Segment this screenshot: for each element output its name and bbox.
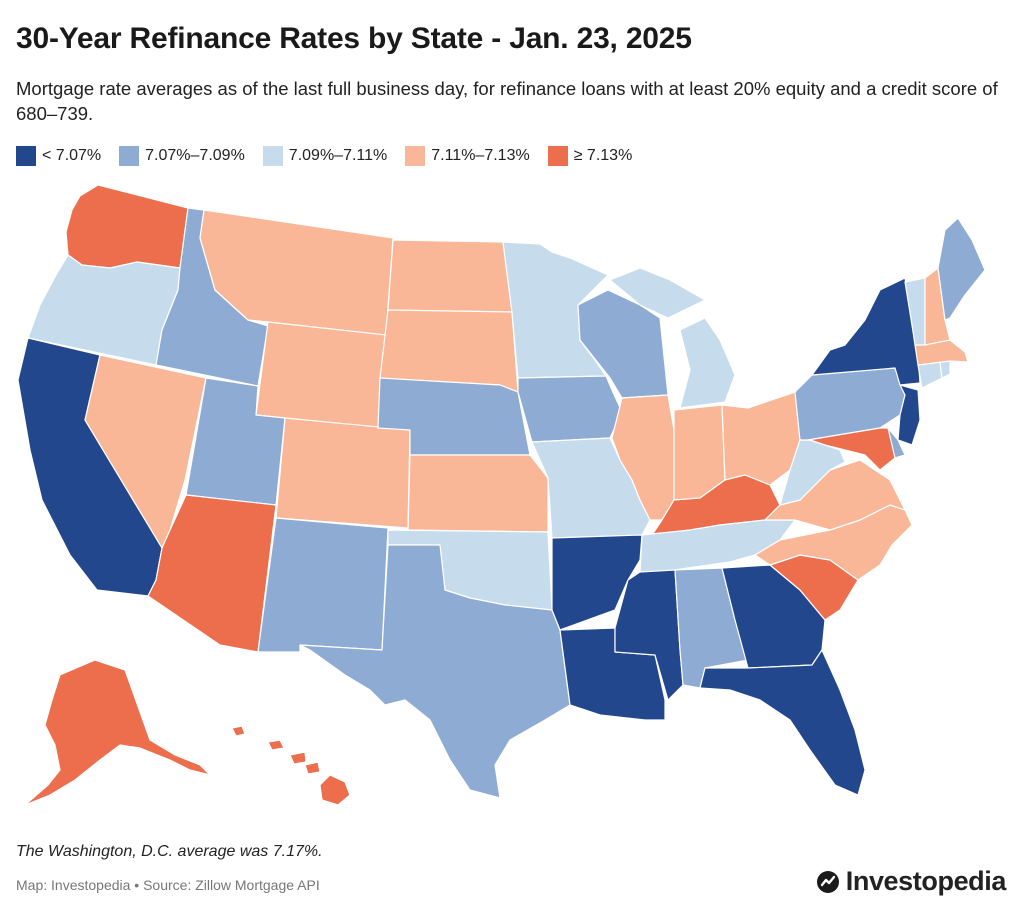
state-kansas[interactable]: Kansas xyxy=(407,454,549,533)
legend-swatch-2 xyxy=(119,146,140,166)
state-maryland[interactable]: Maryland xyxy=(807,427,896,471)
state-iowa[interactable]: Iowa xyxy=(517,375,623,443)
legend-label-4: 7.11%–7.13% xyxy=(431,147,530,164)
state-hawaii[interactable]: Hawaii xyxy=(231,725,351,806)
state-new-york[interactable]: New York xyxy=(811,277,921,386)
state-wyoming[interactable]: Wyoming xyxy=(255,321,387,429)
state-new-hampshire[interactable]: New Hampshire xyxy=(924,267,951,346)
state-mississippi[interactable]: Mississippi xyxy=(614,569,684,701)
state-maine[interactable]: Maine xyxy=(937,217,986,321)
legend-swatch-1 xyxy=(16,146,36,166)
state-ohio[interactable]: Ohio xyxy=(721,391,801,486)
dc-note: The Washington, D.C. average was 7.17%. xyxy=(16,843,323,860)
state-alaska[interactable]: Alaska xyxy=(24,659,211,806)
legend-item-5: ≥ 7.13% xyxy=(547,146,633,166)
source-credit: Map: Investopedia • Source: Zillow Mortg… xyxy=(16,877,320,893)
legend-label-2: 7.07%–7.09% xyxy=(145,147,245,164)
chart-title: 30-Year Refinance Rates by State - Jan. … xyxy=(16,22,692,55)
state-vermont[interactable]: Vermont xyxy=(904,277,926,346)
investopedia-logo-icon xyxy=(816,870,839,893)
state-arizona[interactable]: Arizona xyxy=(147,494,277,653)
legend-label-1: < 7.07% xyxy=(42,147,102,164)
legend-item-4: 7.11%–7.13% xyxy=(405,146,530,166)
state-new-mexico[interactable]: New Mexico xyxy=(257,517,389,653)
legend-item-2: 7.07%–7.09% xyxy=(119,146,245,166)
legend-swatch-5 xyxy=(547,146,568,166)
state-north-dakota[interactable]: North Dakota xyxy=(387,239,513,313)
investopedia-logo: Investopedia xyxy=(816,866,1006,897)
chart-subtitle: Mortgage rate averages as of the last fu… xyxy=(16,78,998,124)
legend-swatch-4 xyxy=(405,146,426,166)
legend-swatch-3 xyxy=(262,146,283,166)
state-florida[interactable]: Florida xyxy=(699,649,866,796)
legend-item-3: 7.09%–7.11% xyxy=(262,146,388,166)
legend-label-3: 7.09%–7.11% xyxy=(288,147,388,164)
state-rhode-island[interactable]: Rhode Island xyxy=(939,360,951,379)
investopedia-wordmark: Investopedia xyxy=(845,866,1007,896)
state-michigan[interactable]: Michigan xyxy=(609,267,736,409)
legend-label-5: ≥ 7.13% xyxy=(573,147,633,164)
state-connecticut[interactable]: Connecticut xyxy=(917,361,943,389)
legend: < 7.07% 7.07%–7.09% 7.09%–7.11% 7.11%–7.… xyxy=(16,146,650,166)
state-west-virginia[interactable]: West Virginia xyxy=(779,439,846,506)
legend-item-1: < 7.07% xyxy=(16,146,101,166)
state-new-jersey[interactable]: New Jersey xyxy=(897,384,921,446)
state-illinois[interactable]: Illinois xyxy=(611,394,675,521)
state-washington[interactable]: Washington xyxy=(65,184,189,269)
state-texas[interactable]: Texas xyxy=(299,544,571,799)
state-colorado[interactable]: Colorado xyxy=(275,417,411,529)
map-states: Washington Oregon California Idaho Nevad… xyxy=(17,184,986,806)
